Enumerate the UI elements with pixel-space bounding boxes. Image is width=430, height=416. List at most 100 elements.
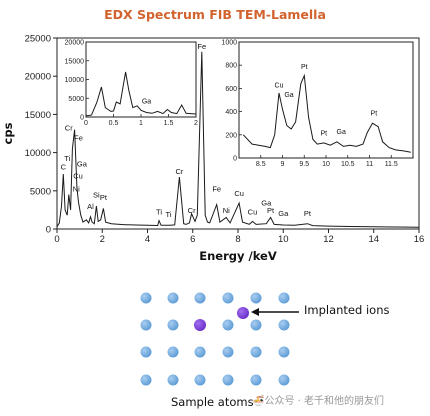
sample-atom	[222, 374, 234, 386]
inset-x-tick-label: 9	[281, 161, 285, 168]
sample-atom	[194, 374, 206, 386]
inset-y-tick-label: 1000	[221, 40, 237, 47]
peak-label: Cr	[188, 206, 196, 215]
inset-y-tick-label: 200	[225, 132, 237, 139]
x-tick-label: 12	[323, 234, 334, 245]
peak-label: Fe	[212, 185, 221, 194]
inset-peak-label: Pt	[321, 130, 328, 137]
sample-atom	[140, 292, 152, 304]
inset-x-tick-label: 8.5	[256, 161, 266, 168]
x-tick-label: 8	[235, 234, 240, 245]
x-tick-label: 6	[190, 234, 195, 245]
peak-label: Ti	[156, 208, 162, 217]
sample-atom	[222, 319, 234, 331]
sample-atom	[250, 346, 262, 358]
peak-label: Fe	[197, 42, 206, 51]
peak-label: Cr	[175, 167, 183, 176]
peak-label: Si	[93, 191, 100, 200]
sample-atom	[278, 374, 290, 386]
inset-peak-label: Pt	[301, 64, 308, 71]
peak-label: Cu	[234, 189, 244, 198]
inset-x-tick-label: 0.5	[109, 120, 119, 127]
inset-x-tick-label: 0	[84, 120, 88, 127]
implanted-ion	[237, 307, 249, 319]
peak-label: Ga	[77, 159, 88, 168]
sample-atom	[222, 292, 234, 304]
peak-label: Ti	[166, 210, 172, 219]
spectrum-line-0	[56, 51, 420, 228]
x-tick-label: 16	[414, 234, 425, 245]
x-tick-label: 2	[100, 234, 105, 245]
peak-label: Ni	[223, 206, 230, 215]
inset-spectrum-line	[85, 71, 197, 117]
inset-peak-label: Pt	[371, 111, 378, 118]
x-tick-label: 14	[368, 234, 379, 245]
inset-peak-label: Ga	[337, 129, 346, 136]
peak-label: Pt	[304, 209, 312, 218]
sample-atom	[278, 319, 290, 331]
peak-label: Pt	[100, 193, 108, 202]
x-tick-label: 0	[54, 234, 59, 245]
inset-x-tick-label: 11.5	[385, 161, 398, 168]
inset-peak-label: Ga	[284, 92, 293, 99]
inset-low-energy: 0 0.5 1 1.5 2 0 5000 10000 15000 20000 Ga	[65, 40, 199, 128]
y-tick-label: 15000	[25, 110, 51, 121]
sample-atoms-label: Sample atoms	[171, 395, 254, 409]
y-tick-label: 20000	[25, 72, 51, 83]
inset-y-tick-label: 600	[225, 86, 237, 93]
implanted-ion	[194, 319, 206, 331]
sample-atom	[250, 374, 262, 386]
peak-label: Pt	[267, 206, 275, 215]
sample-atom	[278, 346, 290, 358]
implanted-ions-label: Implanted ions	[304, 303, 390, 317]
x-tick-label: 10	[278, 234, 289, 245]
y-axis-label: cps	[1, 122, 15, 144]
inset-x-tick-label: 2	[194, 120, 198, 127]
sample-atom	[167, 292, 179, 304]
sample-atom	[167, 319, 179, 331]
inset-frame	[238, 41, 414, 159]
inset-peak-label: Cu	[275, 83, 284, 90]
y-tick-label: 0	[46, 225, 51, 236]
inset-y-tick-label: 5000	[68, 96, 84, 103]
inset-x-tick-label: 10.5	[341, 161, 355, 168]
peak-label: Fe	[74, 133, 83, 142]
x-axis-label: Energy /keV	[199, 249, 277, 263]
sample-atom	[167, 346, 179, 358]
peak-label: C	[61, 162, 67, 171]
sample-atom	[278, 292, 290, 304]
y-tick-label: 25000	[25, 34, 51, 45]
arrow-head	[251, 308, 259, 316]
sample-atom	[140, 374, 152, 386]
inset-peak-label: Ga	[142, 99, 151, 106]
sample-atom	[167, 374, 179, 386]
inset-y-tick-label: 800	[225, 63, 237, 70]
inset-x-tick-label: 11	[366, 161, 373, 168]
inset-y-tick-label: 15000	[65, 58, 85, 65]
sample-atom	[194, 292, 206, 304]
sample-atom	[140, 319, 152, 331]
inset-y-tick-label: 0	[80, 115, 84, 122]
sample-atom	[250, 292, 262, 304]
x-tick-label: 4	[145, 234, 150, 245]
inset-spectrum-line	[242, 73, 411, 153]
peak-label: Cr	[65, 124, 73, 133]
peak-label: Ti	[64, 154, 70, 163]
sample-atom	[140, 346, 152, 358]
inset-high-energy: 8.5 9 9.5 10 10.5 11 11.502004006008001000CuGa…	[221, 40, 414, 168]
peak-label: Ga	[261, 198, 272, 207]
peak-label: Ga	[278, 209, 289, 218]
inset-x-tick-label: 1.5	[164, 120, 174, 127]
peak-label: Al	[87, 202, 94, 211]
y-tick-label: 10000	[25, 148, 51, 159]
inset-x-tick-label: 9.5	[299, 161, 309, 168]
edx-spectrum-chart: 0 2 4 6 8 10 12 14 160500010000150002000025000En…	[1, 34, 425, 264]
inset-y-tick-label: 0	[233, 156, 237, 163]
sample-atom	[194, 346, 206, 358]
inset-y-tick-label: 20000	[65, 40, 85, 47]
chart-title: EDX Spectrum FIB TEM-Lamella	[104, 7, 326, 22]
y-tick-label: 5000	[30, 186, 51, 197]
peak-label: Ni	[73, 185, 80, 194]
peak-label: Cu	[73, 172, 83, 181]
